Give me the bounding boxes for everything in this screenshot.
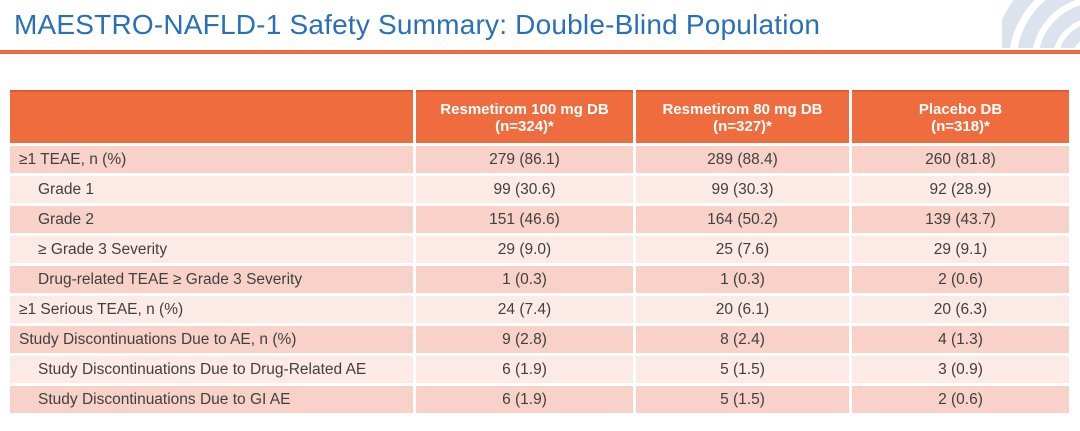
row-label-cell: Grade 1 bbox=[10, 176, 413, 203]
value-cell: 5 (1.5) bbox=[636, 356, 849, 383]
value-cell: 260 (81.8) bbox=[852, 146, 1069, 173]
value-cell: 151 (46.6) bbox=[416, 206, 633, 233]
header-cell-resmetirom-80: Resmetirom 80 mg DB (n=327)* bbox=[636, 90, 849, 143]
value-cell: 99 (30.3) bbox=[636, 176, 849, 203]
title-underline-rule bbox=[0, 50, 1080, 54]
value-cell: 3 (0.9) bbox=[852, 356, 1069, 383]
corner-swoosh-decoration bbox=[1002, 0, 1080, 48]
row-label-cell: ≥1 TEAE, n (%) bbox=[10, 146, 413, 173]
column-title: Placebo DB bbox=[918, 100, 1003, 118]
header-cell-resmetirom-100: Resmetirom 100 mg DB (n=324)* bbox=[416, 90, 633, 143]
value-cell: 20 (6.1) bbox=[636, 296, 849, 323]
value-cell: 139 (43.7) bbox=[852, 206, 1069, 233]
row-label-cell: ≥ Grade 3 Severity bbox=[10, 236, 413, 263]
row-label-cell: Grade 2 bbox=[10, 206, 413, 233]
value-cell: 9 (2.8) bbox=[416, 326, 633, 353]
value-cell: 279 (86.1) bbox=[416, 146, 633, 173]
value-cell: 164 (50.2) bbox=[636, 206, 849, 233]
value-cell: 24 (7.4) bbox=[416, 296, 633, 323]
value-cell: 8 (2.4) bbox=[636, 326, 849, 353]
row-label-cell: Study Discontinuations Due to GI AE bbox=[10, 386, 413, 413]
value-cell: 99 (30.6) bbox=[416, 176, 633, 203]
row-label-cell: ≥1 Serious TEAE, n (%) bbox=[10, 296, 413, 323]
value-cell: 25 (7.6) bbox=[636, 236, 849, 263]
row-label-cell: Study Discontinuations Due to Drug-Relat… bbox=[10, 356, 413, 383]
value-cell: 20 (6.3) bbox=[852, 296, 1069, 323]
value-cell: 92 (28.9) bbox=[852, 176, 1069, 203]
value-cell: 6 (1.9) bbox=[416, 386, 633, 413]
value-cell: 5 (1.5) bbox=[636, 386, 849, 413]
row-label-cell: Study Discontinuations Due to AE, n (%) bbox=[10, 326, 413, 353]
value-cell: 6 (1.9) bbox=[416, 356, 633, 383]
value-cell: 1 (0.3) bbox=[636, 266, 849, 293]
page-title: MAESTRO-NAFLD-1 Safety Summary: Double-B… bbox=[14, 9, 821, 40]
column-title: Resmetirom 100 mg DB bbox=[440, 100, 609, 118]
value-cell: 2 (0.6) bbox=[852, 386, 1069, 413]
header-cell-placebo: Placebo DB (n=318)* bbox=[852, 90, 1069, 143]
column-n: (n=327)* bbox=[713, 117, 772, 135]
safety-table: Resmetirom 100 mg DB (n=324)* Resmetirom… bbox=[10, 90, 1069, 413]
value-cell: 29 (9.0) bbox=[416, 236, 633, 263]
column-n: (n=318)* bbox=[931, 117, 990, 135]
value-cell: 4 (1.3) bbox=[852, 326, 1069, 353]
value-cell: 1 (0.3) bbox=[416, 266, 633, 293]
column-title: Resmetirom 80 mg DB bbox=[662, 100, 823, 118]
value-cell: 2 (0.6) bbox=[852, 266, 1069, 293]
header-cell-blank bbox=[10, 90, 413, 143]
value-cell: 29 (9.1) bbox=[852, 236, 1069, 263]
value-cell: 289 (88.4) bbox=[636, 146, 849, 173]
row-label-cell: Drug-related TEAE ≥ Grade 3 Severity bbox=[10, 266, 413, 293]
column-n: (n=324)* bbox=[495, 117, 554, 135]
